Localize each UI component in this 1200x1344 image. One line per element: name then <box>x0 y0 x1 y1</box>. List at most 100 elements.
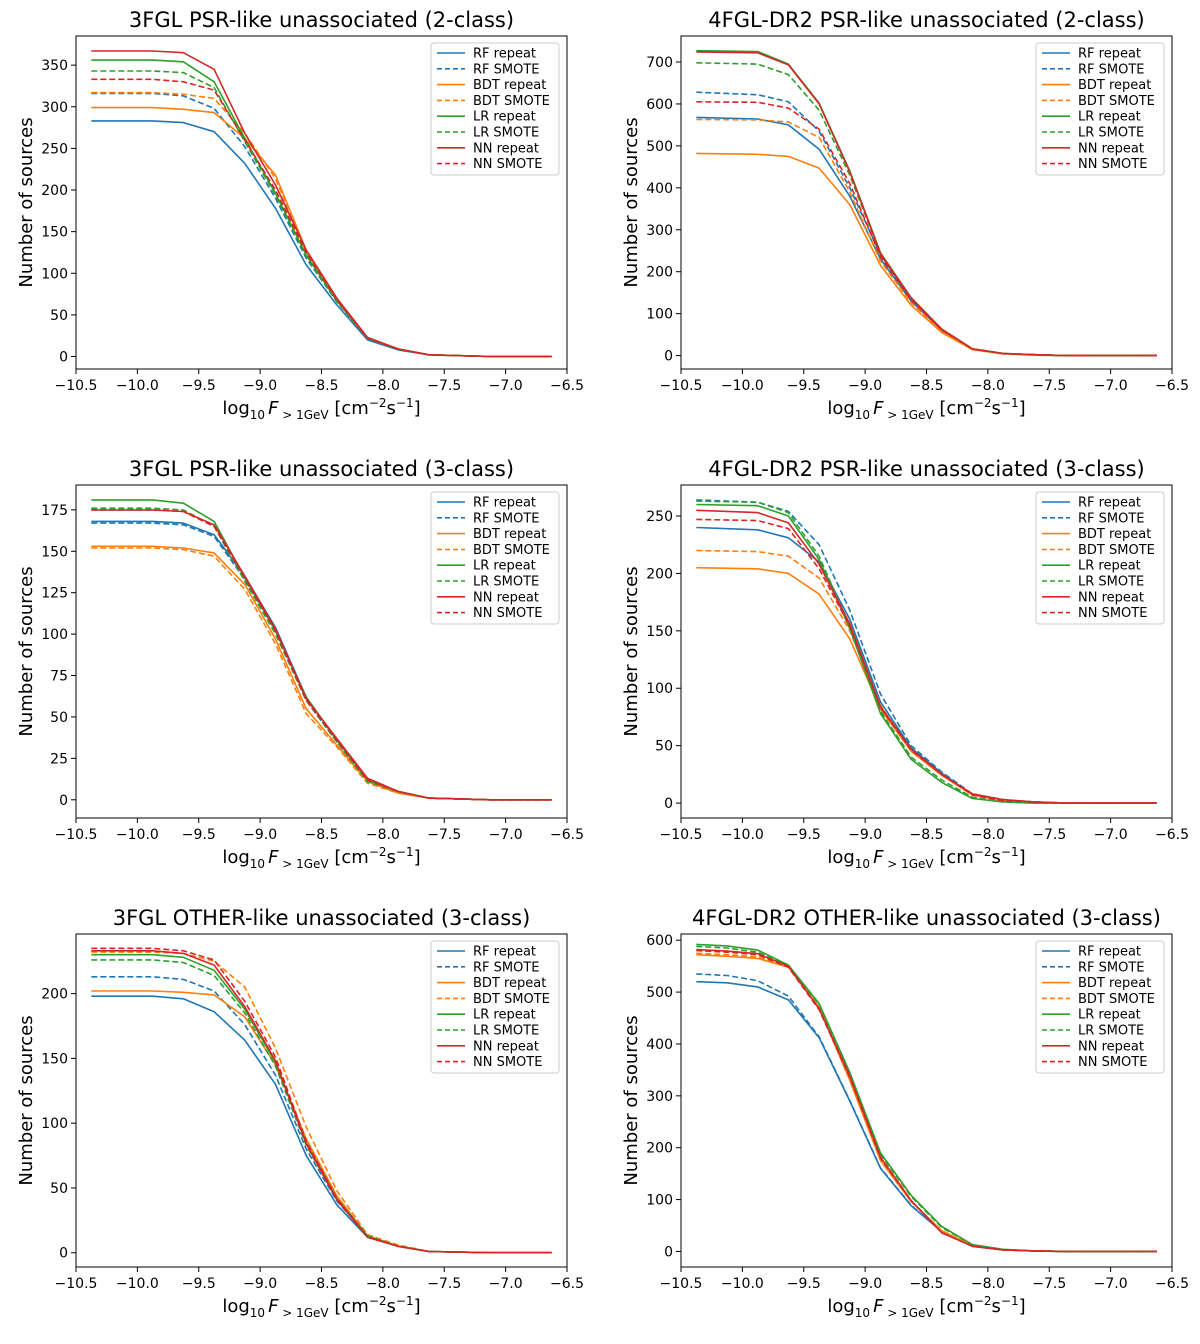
x-axis-label-part: 10 <box>855 408 870 422</box>
series-group <box>91 50 552 358</box>
x-axis-label-part: −1 <box>396 845 414 859</box>
x-tick-label: −9.0 <box>243 827 277 843</box>
legend-entry: BDT repeat <box>1078 527 1151 542</box>
chart-panel-1: 3FGL PSR-like unassociated (2-class) −10.… <box>0 0 600 442</box>
series-line-nn-smote <box>696 949 1157 1253</box>
x-tick-label: −8.0 <box>366 378 400 394</box>
x-axis-label-part: −2 <box>974 845 992 859</box>
legend-entry: LR SMOTE <box>473 1024 539 1039</box>
x-tick-label: −10.0 <box>116 378 159 394</box>
y-tick-label: 0 <box>59 350 68 366</box>
x-axis-label-part: log <box>222 847 249 868</box>
legend-entry: NN repeat <box>1078 1039 1144 1054</box>
x-axis-label-part: 10 <box>250 408 265 422</box>
x-axis-label-part: [cm <box>329 398 369 419</box>
series-line-lr-smote <box>696 945 1157 1253</box>
x-tick-label: −7.0 <box>489 378 523 394</box>
x-tick-label: −8.5 <box>305 827 339 843</box>
y-tick-label: 100 <box>41 266 68 282</box>
x-tick-label: −7.5 <box>1032 378 1066 394</box>
x-axis-label-part: −2 <box>974 1294 992 1308</box>
chart-title: 4FGL-DR2 OTHER-like unassociated (3-clas… <box>692 906 1161 930</box>
legend-entry: BDT SMOTE <box>1078 94 1155 109</box>
x-tick-label: −8.5 <box>305 1276 339 1292</box>
series-group <box>696 499 1157 804</box>
y-tick-label: 500 <box>646 139 673 155</box>
series-group <box>91 947 552 1254</box>
x-axis-label-part: ] <box>1019 1296 1026 1317</box>
chart-panel-3: 3FGL PSR-like unassociated (3-class) −10.… <box>0 449 600 891</box>
legend-entry: RF repeat <box>473 945 536 960</box>
legend-entry: RF SMOTE <box>1078 511 1145 526</box>
x-axis-label-part: F <box>268 398 279 419</box>
x-tick-label: −10.5 <box>55 1276 98 1292</box>
series-line-rf-smote <box>91 92 552 358</box>
x-axis-label-part: [cm <box>934 398 974 419</box>
x-axis-label-part: F <box>873 398 884 419</box>
y-tick-label: 100 <box>646 1193 673 1209</box>
x-axis-label-part: s <box>992 847 1001 868</box>
legend-entry: BDT SMOTE <box>473 94 550 109</box>
x-axis-label-part: [cm <box>329 1296 369 1317</box>
legend-entry: LR SMOTE <box>473 575 539 590</box>
x-tick-label: −6.5 <box>1155 827 1189 843</box>
y-axis-label: Number of sources <box>16 566 37 736</box>
legend-entry: BDT repeat <box>473 78 546 93</box>
x-tick-label: −7.0 <box>489 1276 523 1292</box>
y-axis-label: Number of sources <box>16 117 37 287</box>
x-axis-label-part: > 1GeV <box>278 408 329 422</box>
y-tick-label: 300 <box>646 223 673 239</box>
y-tick-label: 75 <box>50 669 68 685</box>
y-tick-label: 0 <box>664 1244 673 1260</box>
legend-entry: LR SMOTE <box>1078 575 1144 590</box>
y-tick-label: 250 <box>41 141 68 157</box>
legend-entry: BDT repeat <box>473 527 546 542</box>
x-axis-label-part: 10 <box>855 1306 870 1320</box>
legend-entry: LR SMOTE <box>473 126 539 141</box>
y-tick-label: 300 <box>646 1089 673 1105</box>
x-axis-label-part: log <box>222 398 249 419</box>
legend-entry: LR repeat <box>473 110 536 125</box>
x-axis-label-part: 10 <box>855 857 870 871</box>
series-group <box>91 499 552 801</box>
y-tick-label: 200 <box>646 1141 673 1157</box>
y-tick-label: 600 <box>646 97 673 113</box>
series-line-nn-repeat <box>696 51 1157 357</box>
x-tick-label: −8.0 <box>971 827 1005 843</box>
x-tick-label: −8.5 <box>910 1276 944 1292</box>
x-axis-label-part: > 1GeV <box>278 1306 329 1320</box>
x-axis-label-part: > 1GeV <box>883 408 934 422</box>
x-tick-label: −9.5 <box>787 1276 821 1292</box>
x-axis-label-part: F <box>268 847 279 868</box>
x-axis-label-part: −2 <box>974 396 992 410</box>
chart-svg: 3FGL OTHER-like unassociated (3-class) −1… <box>16 906 584 1320</box>
x-tick-label: −10.5 <box>55 378 98 394</box>
y-tick-label: 0 <box>664 796 673 812</box>
legend-entry: RF SMOTE <box>473 62 540 77</box>
x-axis-label-part: s <box>387 847 396 868</box>
x-tick-label: −8.5 <box>305 378 339 394</box>
x-axis-label-part: F <box>268 1296 279 1317</box>
chart-title: 3FGL OTHER-like unassociated (3-class) <box>113 906 531 930</box>
chart-title: 3FGL PSR-like unassociated (3-class) <box>129 457 514 481</box>
x-tick-label: −8.0 <box>971 1276 1005 1292</box>
x-tick-label: −9.0 <box>243 378 277 394</box>
x-axis-label-part: ] <box>1019 398 1026 419</box>
legend-entry: RF SMOTE <box>473 960 540 975</box>
legend-box <box>1035 42 1165 176</box>
series-line-nn-smote <box>91 78 552 358</box>
y-tick-label: 150 <box>646 624 673 640</box>
series-line-nn-smote <box>91 509 552 801</box>
chart-svg: 3FGL PSR-like unassociated (2-class) −10.… <box>16 8 584 422</box>
series-line-nn-smote <box>696 101 1157 357</box>
legend-entry: BDT SMOTE <box>473 543 550 558</box>
x-tick-label: −10.0 <box>116 827 159 843</box>
x-axis-label: log10 F > 1GeV [cm−2s−1] <box>222 1294 420 1320</box>
x-tick-label: −9.0 <box>848 827 882 843</box>
x-axis-label-part: log <box>827 847 854 868</box>
x-axis-label: log10 F > 1GeV [cm−2s−1] <box>827 396 1025 422</box>
